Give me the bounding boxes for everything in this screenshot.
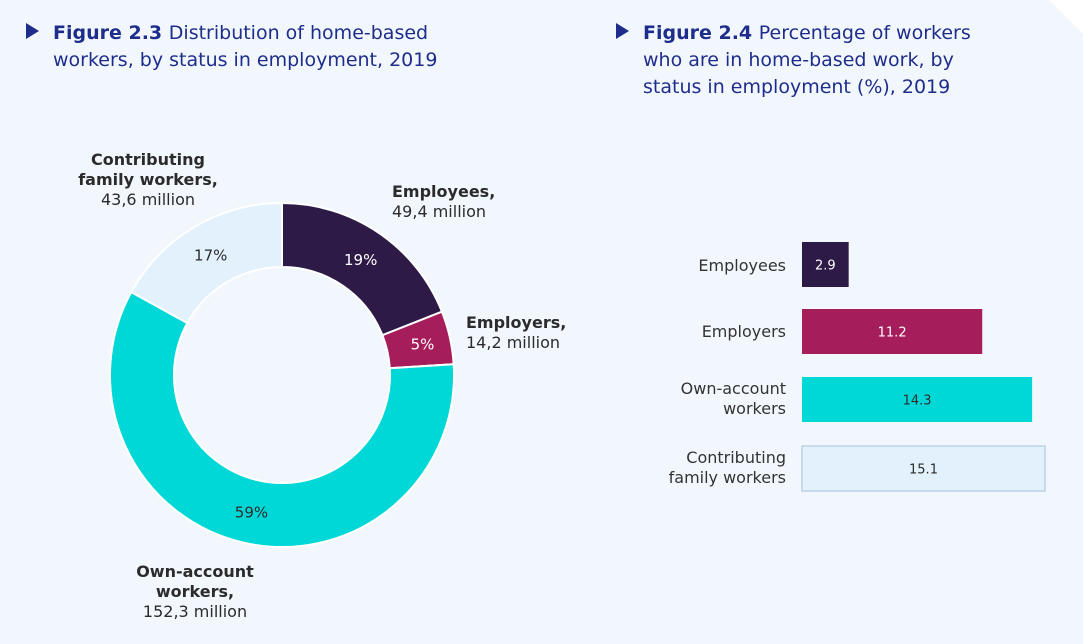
label-employees-value: 49,4 million <box>392 202 487 221</box>
label-employees-name: Employees, <box>392 182 496 201</box>
bar-value-label-own-account: 14.3 <box>903 394 932 409</box>
bar-contributing <box>801 445 1046 492</box>
bar-category-contributing-line1: Contributing <box>686 448 786 467</box>
label-employees: Employees, 49,4 million <box>392 182 495 222</box>
bar-value-label-contributing: 15.1 <box>909 463 938 478</box>
bar-category-employers: Employers <box>701 322 786 341</box>
figure-title-line2: workers, by status in employment, 2019 <box>53 49 438 71</box>
label-own-account-name1: Own-account <box>136 562 254 581</box>
figure-number: Figure 2.3 <box>53 22 163 44</box>
label-contributing-name1: Contributing <box>91 150 205 169</box>
label-contributing-value: 43,6 million <box>100 190 195 209</box>
figure-number: Figure 2.4 <box>643 22 753 44</box>
figure-title-line1: Percentage of workers <box>758 22 971 44</box>
label-employers: Employers, 14,2 million <box>466 313 566 353</box>
figure-title-line3: status in employment (%), 2019 <box>643 76 951 98</box>
bar-category-employees: Employees <box>698 256 786 275</box>
label-employers-name: Employers, <box>466 313 567 332</box>
figure-title-line2: who are in home-based work, by <box>643 49 954 71</box>
bar-employers <box>802 309 983 354</box>
donut-value-label-own-account: 59% <box>235 504 268 522</box>
label-own-account-value: 152,3 million <box>142 602 248 621</box>
label-employers-value: 14,2 million <box>466 333 561 352</box>
donut-segment-contributing <box>129 201 283 325</box>
figure-2-4-heading: Figure 2.4 Percentage of workers who are… <box>616 20 996 101</box>
label-own-account-name2: workers, <box>155 582 235 601</box>
bar-category-own-account-line2: workers <box>723 399 786 418</box>
donut-segment-own-account <box>109 290 455 548</box>
donut-value-label-employees: 19% <box>344 251 377 269</box>
label-contributing-name2: family workers, <box>78 170 218 189</box>
label-own-account: Own-account workers, 152,3 million <box>105 562 285 622</box>
bar-own-account <box>802 377 1033 422</box>
figure-title-line1: Distribution of home-based <box>168 22 429 44</box>
bar-category-own-account: Own-account workers <box>616 379 786 419</box>
donut-value-label-contributing: 17% <box>194 246 227 264</box>
bar-category-own-account-line1: Own-account <box>680 379 786 398</box>
bar-employees <box>802 242 849 287</box>
bar-category-contributing-line2: family workers <box>668 468 786 487</box>
corner-fold <box>1049 0 1083 34</box>
triangle-bullet-icon <box>616 23 629 39</box>
figure-2-4-title: Figure 2.4 Percentage of workers who are… <box>643 20 971 101</box>
triangle-bullet-icon <box>26 23 39 39</box>
donut-value-label-employers: 5% <box>411 336 435 354</box>
bar-value-label-employers: 11.2 <box>878 326 907 341</box>
bar-category-contributing: Contributing family workers <box>616 448 786 488</box>
bar-value-label-employees: 2.9 <box>815 259 836 274</box>
figure-2-3-heading: Figure 2.3 Distribution of home-based wo… <box>26 20 466 74</box>
figure-2-3-title: Figure 2.3 Distribution of home-based wo… <box>53 20 437 74</box>
label-contributing: Contributing family workers, 43,6 millio… <box>58 150 238 210</box>
